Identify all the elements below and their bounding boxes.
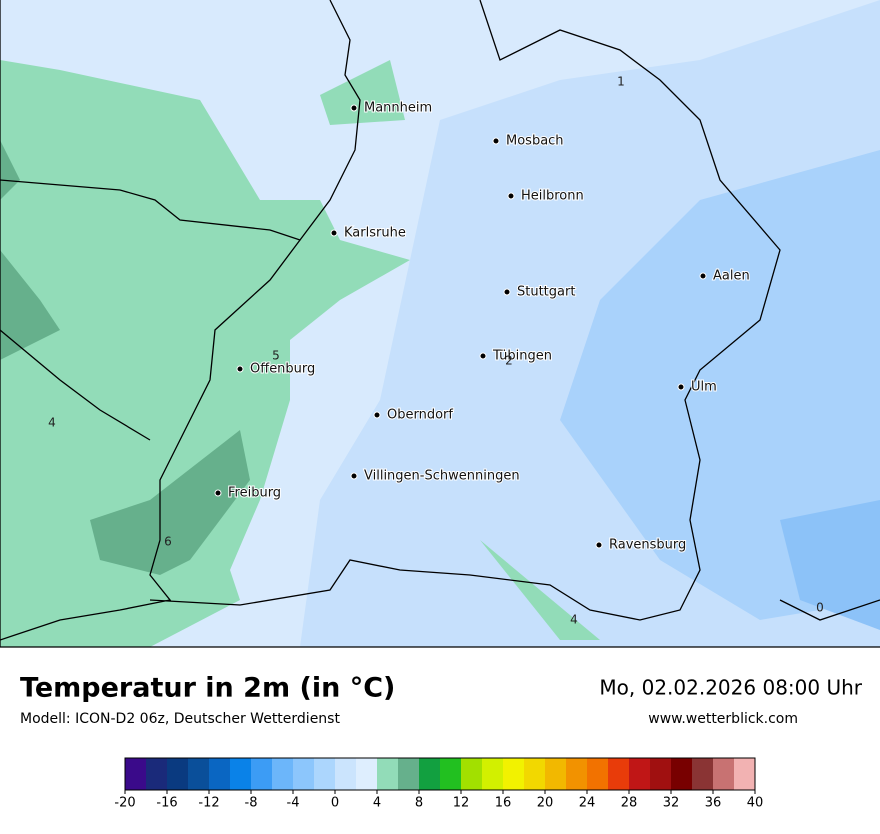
contour-label: 5 <box>272 349 280 363</box>
city-label: Villingen-Schwenningen <box>364 469 520 484</box>
legend-swatch <box>419 758 440 790</box>
legend-swatch <box>524 758 545 790</box>
legend-swatch <box>713 758 734 790</box>
legend-frame <box>124 757 756 791</box>
legend-tick-label: 20 <box>537 796 554 811</box>
city-label: Karlsruhe <box>344 226 406 241</box>
city-label: Mosbach <box>506 134 564 149</box>
legend-swatch <box>398 758 419 790</box>
city-marker <box>330 229 338 237</box>
legend-swatch <box>146 758 167 790</box>
city-marker <box>503 288 511 296</box>
legend-tick-label: 4 <box>373 796 381 811</box>
legend-swatch <box>629 758 650 790</box>
legend-swatch <box>734 758 755 790</box>
contour-label: 1 <box>617 75 625 89</box>
city-marker <box>492 137 500 145</box>
city-marker <box>373 411 381 419</box>
footer: Temperatur in 2m (in °C) Modell: ICON-D2… <box>20 673 863 728</box>
legend-tick-label: 40 <box>747 796 764 811</box>
city-label: Stuttgart <box>517 285 575 300</box>
legend-tick-label: 36 <box>705 796 722 811</box>
city-label: Heilbronn <box>521 189 584 204</box>
legend-swatch <box>503 758 524 790</box>
datetime: Mo, 02.02.2026 08:00 Uhr <box>599 676 862 700</box>
model-info: Modell: ICON-D2 06z, Deutscher Wetterdie… <box>20 711 340 727</box>
contour-label: 0 <box>816 601 824 615</box>
legend-swatch <box>482 758 503 790</box>
title: Temperatur in 2m (in °C) <box>20 673 395 704</box>
legend-tick-label: -8 <box>245 796 258 811</box>
legend-swatch <box>167 758 188 790</box>
legend-swatch <box>671 758 692 790</box>
border <box>779 599 880 621</box>
legend-tick-label: 8 <box>415 796 423 811</box>
city-label: Oberndorf <box>387 408 453 423</box>
city-label: Freiburg <box>228 486 281 501</box>
city-label: Tübingen <box>492 349 552 364</box>
legend-tick-label: 16 <box>495 796 512 811</box>
legend-tick-label: -4 <box>287 796 300 811</box>
mild-area <box>0 60 410 647</box>
legend-tick-label: 32 <box>663 796 680 811</box>
legend-swatch <box>587 758 608 790</box>
legend-tick-label: 28 <box>621 796 638 811</box>
legend-swatch <box>440 758 461 790</box>
legend-swatch <box>188 758 209 790</box>
border <box>0 239 301 641</box>
legend-tick-label: 0 <box>331 796 339 811</box>
mild-area <box>320 60 405 125</box>
map: Mannheim Mosbach Heilbronn Karlsruhe Aalen St… <box>0 0 880 648</box>
legend-swatch <box>230 758 251 790</box>
legend-swatch <box>335 758 356 790</box>
legend-swatch <box>293 758 314 790</box>
website: www.wetterblick.com <box>648 711 798 727</box>
contour-label: 6 <box>164 535 172 549</box>
legend-tick-label: 12 <box>453 796 470 811</box>
contour-label: 4 <box>570 613 578 627</box>
city-marker <box>699 272 707 280</box>
contour-label: 2 <box>505 354 513 368</box>
border <box>149 0 781 621</box>
legend-swatch <box>209 758 230 790</box>
city-marker <box>236 365 244 373</box>
city-marker <box>350 104 358 112</box>
legend-tick-label: -16 <box>156 796 177 811</box>
legend-swatch <box>272 758 293 790</box>
frame <box>0 0 880 648</box>
city-label: Ravensburg <box>609 538 686 553</box>
city-marker <box>677 383 685 391</box>
legend-tick-label: -20 <box>114 796 135 811</box>
legend-swatch <box>650 758 671 790</box>
mild-area <box>480 540 600 640</box>
legend-swatch <box>566 758 587 790</box>
city-marker <box>479 352 487 360</box>
city-label: Ulm <box>691 380 717 395</box>
city-marker <box>350 472 358 480</box>
legend-swatch <box>692 758 713 790</box>
legend-swatch <box>356 758 377 790</box>
legend-swatch <box>314 758 335 790</box>
city-marker <box>214 489 222 497</box>
legend-swatch <box>608 758 629 790</box>
cold-area <box>780 500 880 630</box>
legend-swatch <box>377 758 398 790</box>
city-label: Mannheim <box>364 101 432 116</box>
legend-tick-label: -12 <box>198 796 219 811</box>
city-marker <box>507 192 515 200</box>
border <box>0 329 151 441</box>
legend-swatch <box>251 758 272 790</box>
legend-swatch <box>545 758 566 790</box>
cold-area <box>560 150 880 620</box>
legend-swatch <box>125 758 146 790</box>
city-label: Offenburg <box>250 362 315 377</box>
legend-tick-label: 24 <box>579 796 596 811</box>
legend-swatch <box>461 758 482 790</box>
city-marker <box>595 541 603 549</box>
contour-label: 4 <box>48 416 56 430</box>
city-label: Aalen <box>713 269 750 284</box>
